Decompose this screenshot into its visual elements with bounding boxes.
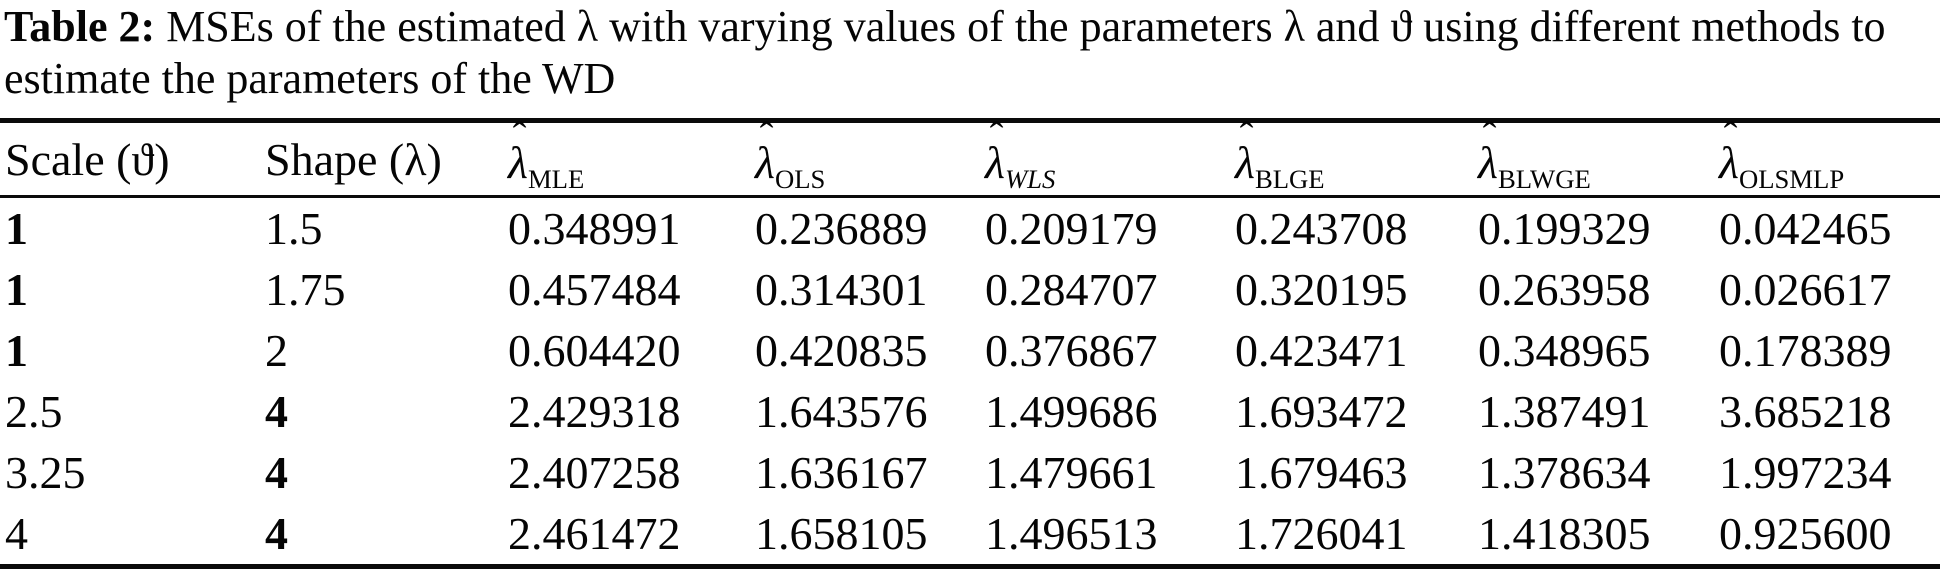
table-cell: 3.25 (5, 447, 86, 498)
table-cell: 1.479661 (985, 447, 1158, 498)
table-cell: 1.496513 (985, 503, 1235, 569)
table-cell: 1.679463 (1235, 447, 1408, 498)
table-cell: 0.420835 (755, 325, 928, 376)
table-cell: 0.199329 (1478, 203, 1651, 254)
table-row: 2.5 4 2.429318 1.643576 1.499686 1.69347… (0, 381, 1940, 442)
table-cell: 1.658105 (755, 503, 985, 569)
subscript-olsmlp: OLSMLP (1738, 163, 1845, 194)
table-cell: 1.643576 (755, 386, 928, 437)
table-cell: 0.348991 (508, 203, 681, 254)
table-cell: 2 (265, 325, 288, 376)
table-cell: 1 (5, 325, 28, 376)
col-header-lambda-olsmlp: ˆ λOLSMLP (1719, 112, 1940, 198)
subscript-blge: BLGE (1254, 163, 1325, 194)
table-cell: 1.726041 (1235, 503, 1478, 569)
table-cell: 2.407258 (508, 447, 681, 498)
table-cell: 4 (0, 503, 265, 569)
table-cell: 2.5 (5, 386, 63, 437)
table-cell: 1.636167 (755, 447, 928, 498)
subscript-mle: MLE (527, 163, 585, 194)
table-cell: 0.026617 (1719, 264, 1892, 315)
table-cell: 1.378634 (1478, 447, 1651, 498)
table-cell: 0.236889 (755, 203, 928, 254)
table-caption-label: Table 2: (4, 2, 156, 51)
table-cell: 0.320195 (1235, 264, 1408, 315)
col-header-lambda-blge: ˆ λBLGE (1235, 112, 1478, 198)
table-cell: 4 (265, 447, 288, 498)
subscript-ols: OLS (774, 163, 826, 194)
table-cell: 4 (265, 503, 508, 569)
table-cell: 0.284707 (985, 264, 1158, 315)
table-cell: 1.997234 (1719, 447, 1892, 498)
table-cell: 1.693472 (1235, 386, 1408, 437)
table-cell: 0.042465 (1719, 203, 1892, 254)
table-row: 1 1.75 0.457484 0.314301 0.284707 0.3201… (0, 259, 1940, 320)
col-header-lambda-mle: ˆ λMLE (508, 112, 755, 198)
table-cell: 3.685218 (1719, 386, 1892, 437)
col-header-scale: Scale (ϑ) (0, 118, 265, 198)
table-cell: 0.376867 (985, 325, 1158, 376)
table-cell: 1 (5, 264, 28, 315)
subscript-blwge: BLWGE (1497, 163, 1591, 194)
table-cell: 0.314301 (755, 264, 928, 315)
table-cell: 1 (5, 203, 28, 254)
table-row: 1 1.5 0.348991 0.236889 0.209179 0.24370… (0, 197, 1940, 260)
table-cell: 0.243708 (1235, 203, 1408, 254)
col-header-lambda-ols: ˆ λOLS (755, 112, 985, 198)
subscript-wls: WLS (1004, 163, 1056, 194)
table-cell: 1.75 (265, 264, 346, 315)
table-cell: 0.348965 (1478, 325, 1651, 376)
table-row: 1 2 0.604420 0.420835 0.376867 0.423471 … (0, 320, 1940, 381)
table-cell: 0.925600 (1719, 503, 1940, 569)
table-cell: 4 (265, 386, 288, 437)
table-cell: 0.209179 (985, 203, 1158, 254)
col-header-shape: Shape (λ) (265, 118, 508, 198)
col-header-lambda-blwge: ˆ λBLWGE (1478, 112, 1719, 198)
table-cell: 1.387491 (1478, 386, 1651, 437)
table-cell: 1.418305 (1478, 503, 1719, 569)
table-caption-text: MSEs of the estimated λ with varying val… (4, 2, 1886, 103)
col-header-lambda-wls: ˆ λWLS (985, 112, 1235, 198)
table-caption: Table 2: MSEs of the estimated λ with va… (0, 0, 1940, 105)
table-cell: 0.423471 (1235, 325, 1408, 376)
table-cell: 0.178389 (1719, 325, 1892, 376)
table-cell: 2.461472 (508, 503, 755, 569)
table-cell: 0.263958 (1478, 264, 1651, 315)
table-cell: 0.604420 (508, 325, 681, 376)
table-cell: 1.5 (265, 203, 323, 254)
table-cell: 1.499686 (985, 386, 1158, 437)
table-row: 4 4 2.461472 1.658105 1.496513 1.726041 … (0, 503, 1940, 569)
table-row: 3.25 4 2.407258 1.636167 1.479661 1.6794… (0, 442, 1940, 503)
table-cell: 0.457484 (508, 264, 681, 315)
table-cell: 2.429318 (508, 386, 681, 437)
